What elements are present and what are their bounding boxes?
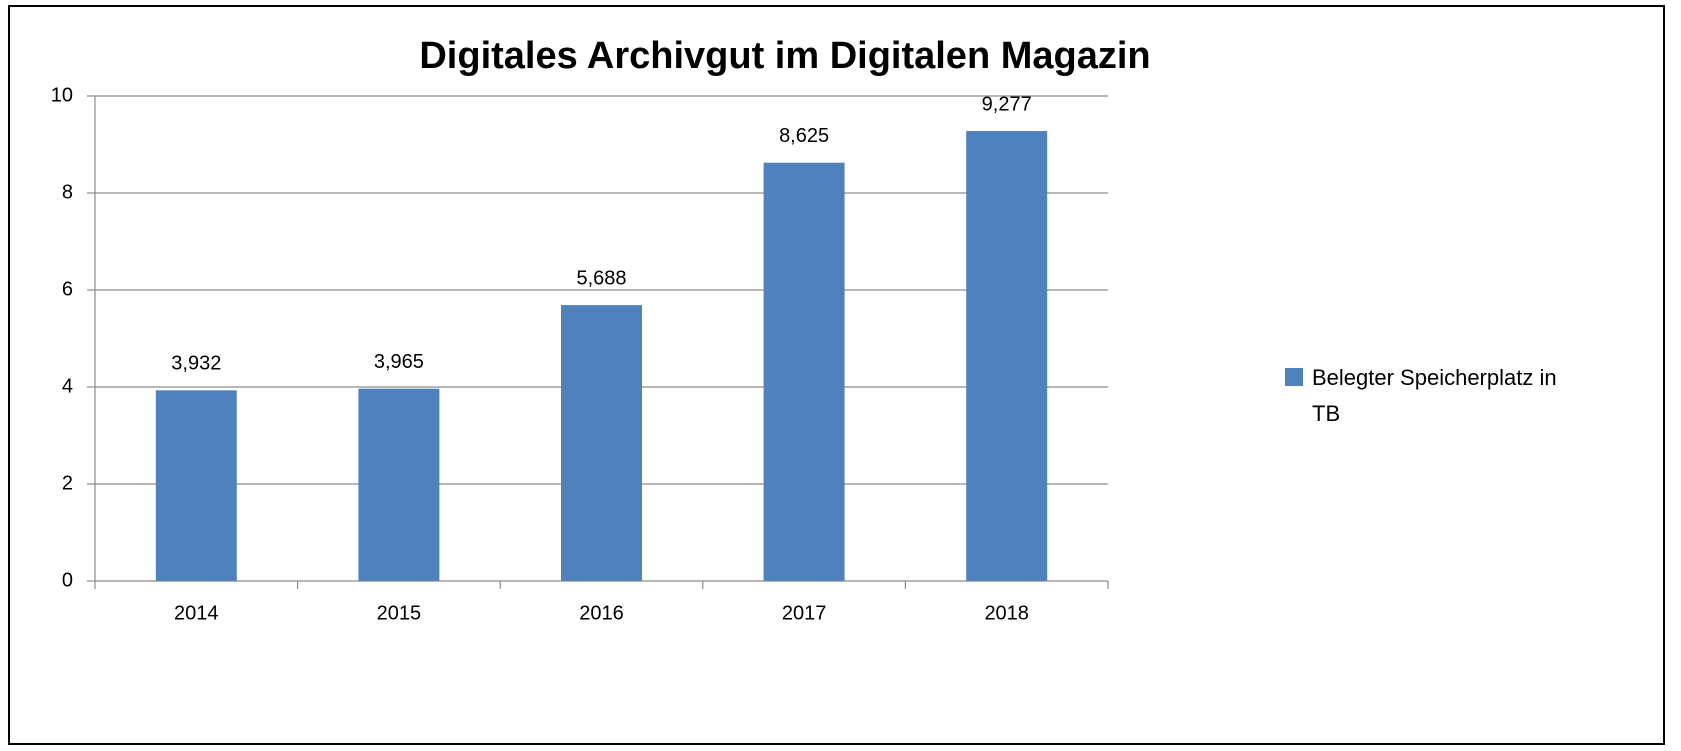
bar [358,388,440,581]
x-tick-label: 2015 [377,602,422,624]
x-tick-label: 2018 [984,602,1029,624]
x-tick-label: 2017 [782,602,827,624]
x-tick-label: 2016 [579,602,624,624]
x-tick-label: 2014 [174,602,219,624]
chart-title: Digitales Archivgut im Digitalen Magazin [419,35,1150,77]
y-tick-label: 4 [62,375,73,397]
data-label: 3,932 [171,353,221,375]
bar [966,131,1048,582]
data-label: 5,688 [576,267,626,289]
chart-border [8,5,1665,745]
y-tick-label: 10 [51,84,73,106]
legend-swatch [1285,368,1303,386]
y-tick-label: 8 [62,181,73,203]
y-tick-label: 6 [62,278,73,300]
bar [763,162,845,581]
legend-label: Belegter Speicherplatz in TB [1312,365,1557,426]
y-tick-label: 2 [62,472,73,494]
data-label: 9,277 [982,93,1032,115]
data-label: 8,625 [779,125,829,147]
y-tick-label: 0 [62,569,73,591]
bar [561,305,642,581]
bar [155,390,237,581]
data-label: 3,965 [374,351,424,373]
